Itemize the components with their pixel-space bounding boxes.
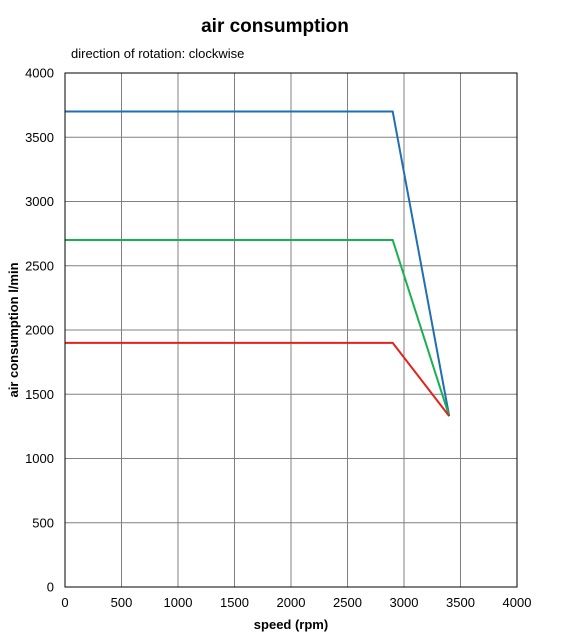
series-line-2 (65, 239, 451, 417)
x-tick-label: 2500 (333, 595, 362, 610)
chart-title: air consumption (201, 16, 349, 37)
series-line-1 (65, 110, 451, 417)
y-tick-label: 2500 (25, 258, 54, 273)
y-axis-label: air consumption l/min (6, 262, 21, 397)
y-tick-label: 1000 (25, 451, 54, 466)
plot-frame (64, 72, 518, 588)
x-tick-label: 2000 (277, 595, 306, 610)
x-tick-label: 3000 (390, 595, 419, 610)
y-tick-label: 0 (47, 580, 54, 595)
y-tick-label: 500 (32, 515, 54, 530)
tick-layer: 0 500 1000 1500 2000 2500 3000 3500 4000 0 500 1000… (25, 66, 531, 611)
x-tick-label: 500 (111, 595, 133, 610)
x-tick-label: 1000 (164, 595, 193, 610)
chart-subtitle: direction of rotation: clockwise (71, 46, 245, 61)
y-tick-label: 4000 (25, 66, 54, 81)
series-line-3 (65, 341, 450, 417)
x-axis-label: speed (rpm) (254, 617, 328, 632)
x-tick-label: 3500 (446, 595, 475, 610)
y-tick-label: 1500 (25, 387, 54, 402)
x-tick-label: 0 (61, 595, 68, 610)
series-layer (65, 110, 451, 417)
y-tick-label: 3000 (25, 194, 54, 209)
x-tick-label: 1500 (220, 595, 249, 610)
y-tick-label: 2000 (25, 323, 54, 338)
y-tick-label: 3500 (25, 130, 54, 145)
grid-layer (64, 72, 518, 588)
x-tick-label: 4000 (503, 595, 532, 610)
